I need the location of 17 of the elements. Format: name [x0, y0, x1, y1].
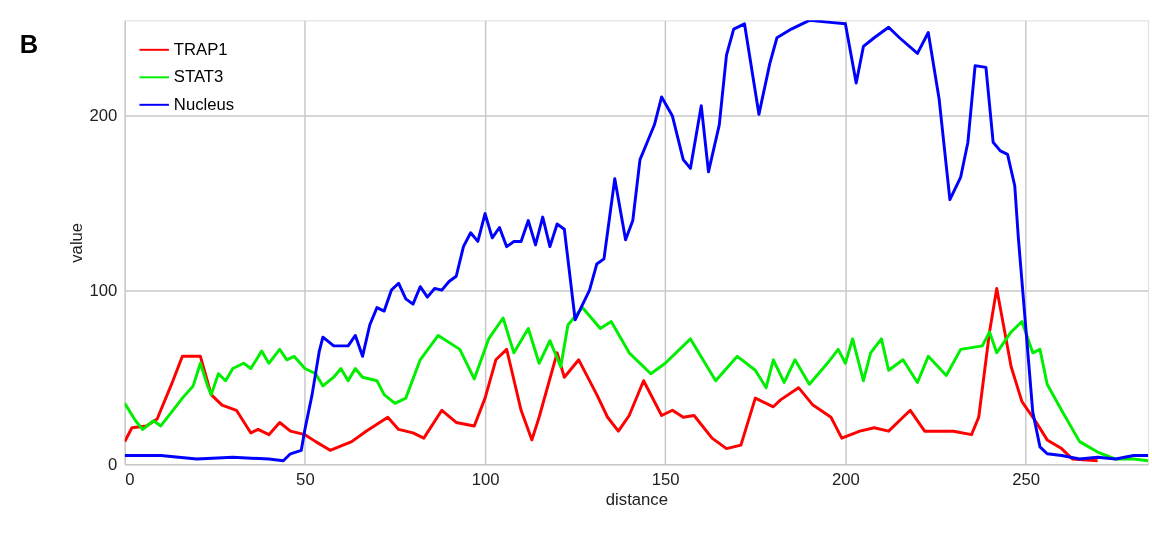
y-tick-label: 100 [89, 280, 118, 300]
line-series [124, 286, 1100, 463]
y-tick-label: 200 [89, 106, 118, 126]
line-series [124, 20, 1149, 463]
x-tick-label: 0 [125, 470, 135, 490]
x-axis-title: distance [605, 490, 668, 510]
x-tick-label: 200 [831, 470, 860, 490]
text: B [19, 29, 39, 58]
legend-label: TRAP1 [173, 39, 228, 59]
x-tick-label: 100 [471, 470, 500, 490]
x-tick-label: 250 [1012, 470, 1040, 490]
y-tick-label: 0 [108, 454, 118, 474]
y-axis-title: value [66, 222, 86, 263]
legend-label: Nucleus [173, 94, 235, 114]
x-tick-label: 150 [651, 470, 680, 490]
x-tick-label: 50 [296, 470, 315, 490]
legend-label: STAT3 [173, 67, 224, 87]
